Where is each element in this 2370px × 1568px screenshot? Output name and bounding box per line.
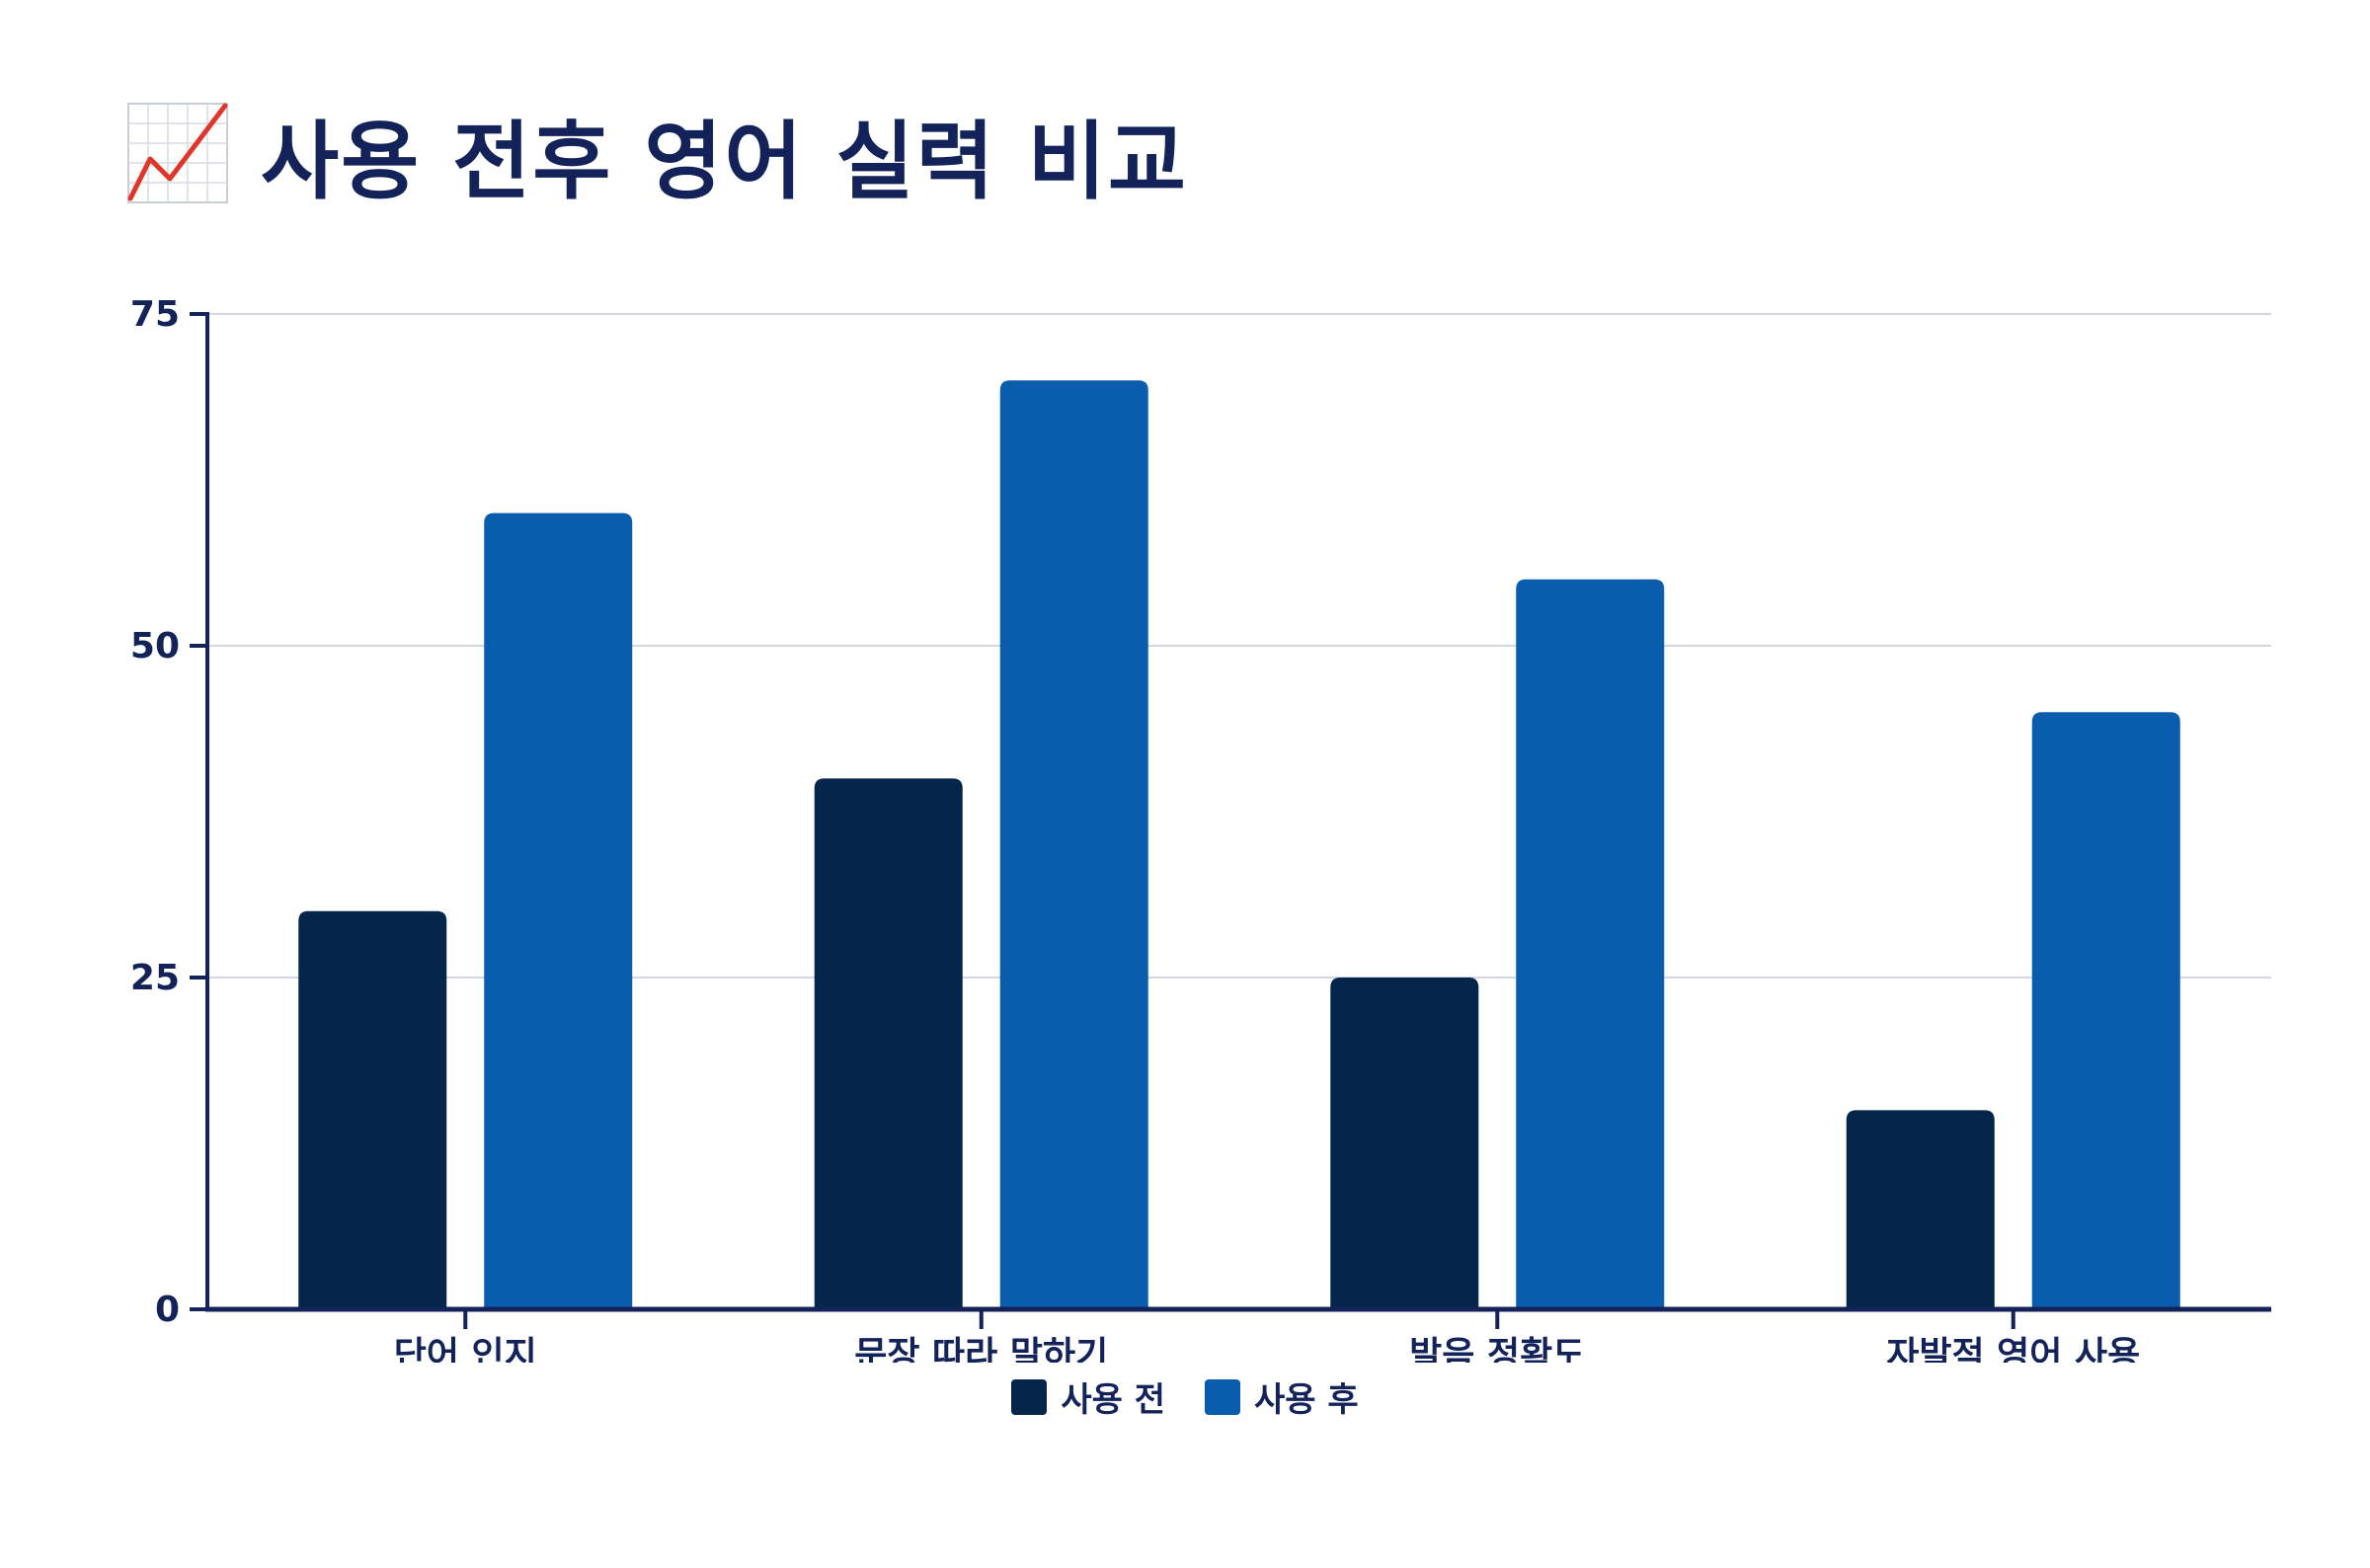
bar-before	[1330, 978, 1479, 1309]
bar-after	[1516, 579, 1665, 1309]
bar-after	[484, 512, 633, 1309]
x-tick-label: 발음 정확도	[1409, 1335, 1585, 1363]
bar-before	[1846, 1110, 1995, 1309]
x-tick-label: 자발적 영어 사용	[1886, 1335, 2140, 1363]
legend: 사용 전 사용 후	[0, 1372, 2370, 1421]
axes	[190, 312, 2271, 1329]
chart-title: 사용 전후 영어 실력 비교	[261, 112, 1188, 211]
legend-label-after: 사용 후	[1254, 1380, 1359, 1420]
y-tick-label: 75	[130, 294, 180, 335]
tick-labels: 0 25 50 75 단어 인지 문장 따라 말하기 발음 정확도 자발적 영어 사용	[130, 294, 2140, 1363]
y-tick-label: 0	[155, 1290, 180, 1330]
legend-swatch-after	[1205, 1378, 1240, 1415]
bar-before	[298, 910, 447, 1309]
bar-before	[814, 778, 963, 1309]
y-tick-label: 50	[130, 626, 180, 666]
legend-item-before: 사용 전	[1011, 1372, 1165, 1421]
bars	[298, 380, 2180, 1309]
bar-chart: 0 25 50 75 단어 인지 문장 따라 말하기 발음 정확도 자발적 영어 사용	[130, 294, 2271, 1363]
legend-label-before: 사용 전	[1061, 1380, 1165, 1420]
bar-after	[999, 380, 1148, 1309]
y-tick-label: 25	[130, 958, 180, 998]
x-tick-label: 단어 인지	[394, 1335, 537, 1363]
bar-after	[2031, 712, 2180, 1309]
legend-swatch-before	[1011, 1378, 1048, 1415]
x-tick-label: 문장 따라 말하기	[854, 1335, 1108, 1363]
legend-item-after: 사용 후	[1205, 1372, 1359, 1421]
chart-title-row: 사용 전후 영어 실력 비교	[126, 99, 1188, 211]
chart-increasing-icon	[127, 103, 228, 203]
